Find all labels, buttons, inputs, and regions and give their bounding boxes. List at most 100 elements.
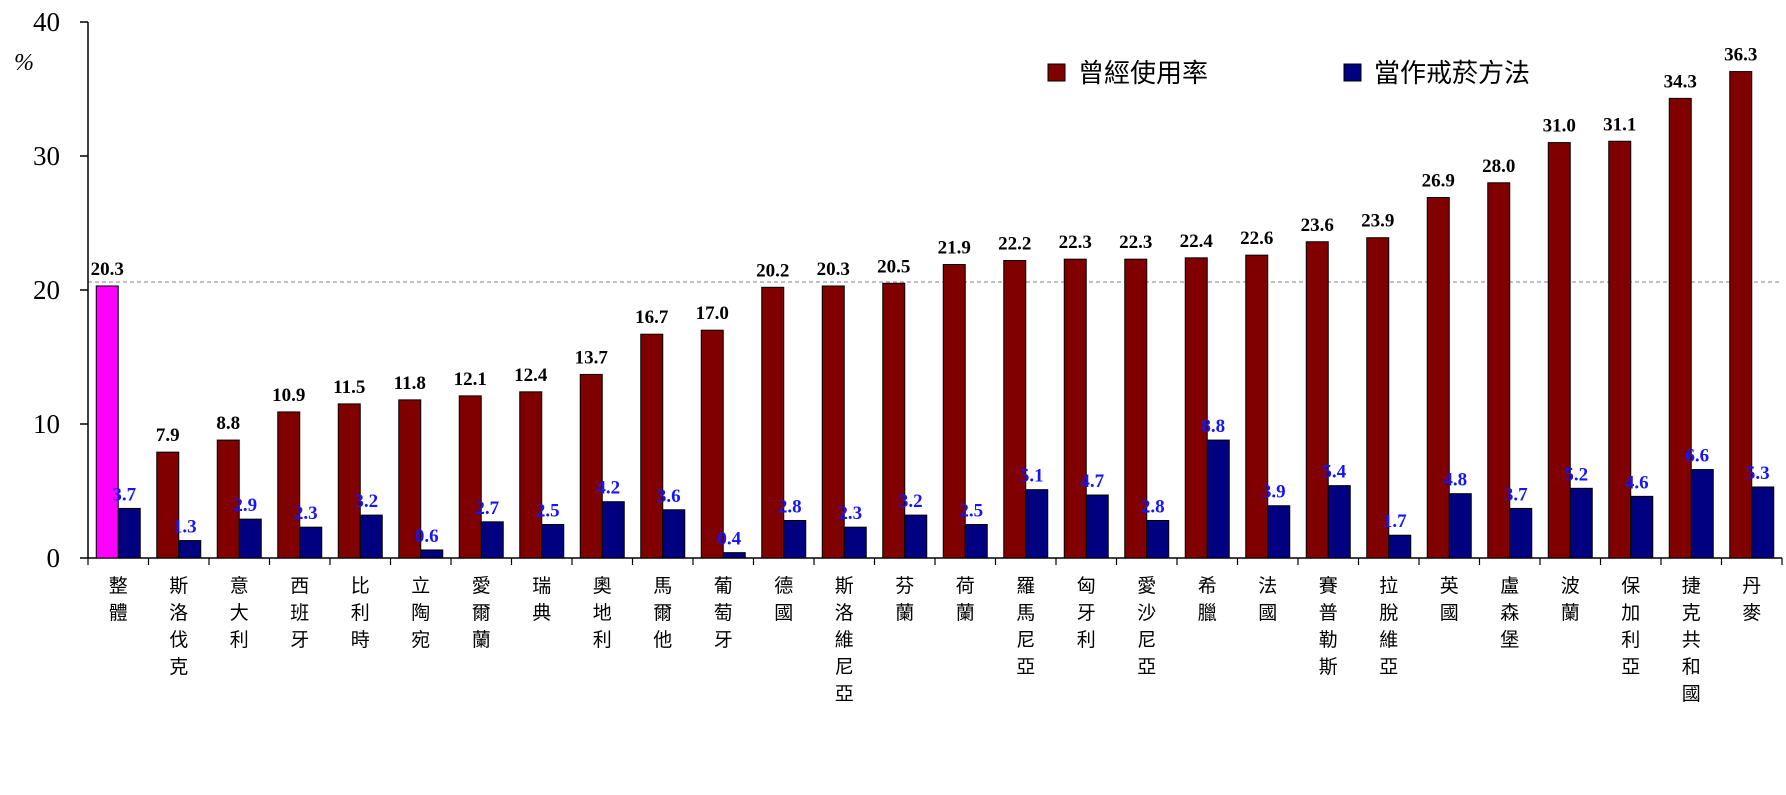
value-label-cessation: 3.7 bbox=[112, 484, 136, 505]
value-label-cessation: 5.1 bbox=[1020, 466, 1044, 487]
category-label: 斯洛維尼亞 bbox=[835, 575, 854, 705]
bar-cessation-15 bbox=[1025, 489, 1049, 559]
bar-cessation-6 bbox=[480, 521, 504, 559]
value-label-cessation: 4.6 bbox=[1625, 472, 1649, 493]
value-label-ever-use: 22.2 bbox=[998, 234, 1031, 255]
value-label-ever-use: 28.0 bbox=[1482, 156, 1515, 177]
bar-ever-use-15 bbox=[1003, 260, 1027, 559]
value-label-ever-use: 17.0 bbox=[696, 303, 729, 324]
bar-ever-use-9 bbox=[640, 333, 664, 559]
bar-ever-use-24 bbox=[1547, 142, 1571, 559]
value-label-ever-use: 23.9 bbox=[1361, 211, 1394, 232]
value-label-cessation: 0.4 bbox=[717, 529, 741, 550]
bar-cessation-19 bbox=[1267, 505, 1291, 559]
bar-cessation-13 bbox=[904, 514, 928, 559]
bar-cessation-21 bbox=[1388, 534, 1412, 559]
value-label-cessation: 1.3 bbox=[173, 517, 197, 538]
bar-cessation-10 bbox=[722, 552, 746, 559]
legend-item-cessation: 當作戒菸方法 bbox=[1343, 59, 1530, 89]
bar-cessation-5 bbox=[420, 549, 444, 559]
category-label: 馬爾他 bbox=[653, 575, 672, 651]
value-label-ever-use: 7.9 bbox=[156, 425, 180, 446]
value-label-cessation: 4.7 bbox=[1080, 471, 1104, 492]
bar-ever-use-13 bbox=[882, 282, 906, 559]
bar-cessation-26 bbox=[1690, 469, 1714, 559]
category-label: 羅馬尼亞 bbox=[1016, 575, 1035, 678]
value-label-cessation: 1.7 bbox=[1383, 511, 1407, 532]
value-label-cessation: 2.3 bbox=[294, 503, 318, 524]
bar-ever-use-21 bbox=[1366, 237, 1390, 559]
value-label-cessation: 2.9 bbox=[233, 495, 257, 516]
category-label: 意大利 bbox=[230, 575, 249, 651]
bar-ever-use-25 bbox=[1608, 140, 1632, 559]
category-label: 愛沙尼亞 bbox=[1137, 575, 1156, 678]
value-label-cessation: 3.2 bbox=[354, 491, 378, 512]
bar-ever-use-16 bbox=[1063, 258, 1087, 559]
category-label: 奧地利 bbox=[593, 575, 612, 651]
bar-cessation-22 bbox=[1448, 493, 1472, 559]
value-label-ever-use: 21.9 bbox=[938, 238, 971, 259]
bar-cessation-27 bbox=[1751, 486, 1775, 559]
category-label: 保加利亞 bbox=[1621, 575, 1640, 678]
category-label: 英國 bbox=[1440, 575, 1459, 624]
bar-ever-use-1 bbox=[156, 451, 180, 559]
bar-ever-use-17 bbox=[1124, 258, 1148, 559]
legend-swatch bbox=[1343, 63, 1362, 82]
category-label: 捷克共和國 bbox=[1682, 575, 1701, 705]
value-label-cessation: 3.2 bbox=[899, 491, 923, 512]
bar-ever-use-5 bbox=[398, 399, 422, 559]
bar-ever-use-19 bbox=[1245, 254, 1269, 559]
bar-cessation-4 bbox=[359, 514, 383, 559]
bar-ever-use-14 bbox=[942, 264, 966, 559]
bar-cessation-17 bbox=[1146, 519, 1170, 559]
legend-swatch bbox=[1047, 63, 1066, 82]
bar-cessation-2 bbox=[238, 518, 262, 559]
value-label-ever-use: 12.1 bbox=[454, 369, 487, 390]
category-label: 比利時 bbox=[351, 575, 370, 651]
bar-ever-use-20 bbox=[1305, 241, 1329, 559]
value-label-cessation: 4.2 bbox=[596, 478, 620, 499]
y-axis-unit-label: % bbox=[14, 50, 34, 76]
bar-ever-use-7 bbox=[519, 391, 543, 559]
bars-layer bbox=[95, 71, 1775, 559]
bar-ever-use-4 bbox=[337, 403, 361, 559]
category-label: 立陶宛 bbox=[411, 575, 430, 651]
bar-cessation-11 bbox=[783, 519, 807, 559]
value-label-cessation: 2.5 bbox=[959, 501, 983, 522]
category-label: 整體 bbox=[109, 575, 128, 624]
value-label-ever-use: 22.3 bbox=[1119, 232, 1152, 253]
value-label-ever-use: 20.3 bbox=[817, 259, 850, 280]
bar-cessation-0 bbox=[117, 507, 141, 559]
bar-cessation-20 bbox=[1327, 485, 1351, 559]
value-label-ever-use: 10.9 bbox=[272, 385, 305, 406]
value-label-cessation: 5.4 bbox=[1322, 462, 1346, 483]
bar-cessation-7 bbox=[541, 524, 565, 559]
value-label-ever-use: 26.9 bbox=[1422, 171, 1455, 192]
bar-cessation-12 bbox=[843, 526, 867, 559]
category-label: 斯洛伐克 bbox=[169, 575, 188, 678]
category-label: 希臘 bbox=[1198, 575, 1217, 624]
bar-cessation-18 bbox=[1206, 439, 1230, 559]
value-label-cessation: 2.8 bbox=[1141, 496, 1165, 517]
value-label-cessation: 3.7 bbox=[1504, 484, 1528, 505]
category-label: 瑞典 bbox=[532, 575, 551, 624]
value-label-cessation: 4.8 bbox=[1443, 470, 1467, 491]
category-label: 匈牙利 bbox=[1077, 575, 1096, 651]
value-label-ever-use: 22.3 bbox=[1059, 232, 1092, 253]
bar-ever-use-26 bbox=[1668, 97, 1692, 559]
bar-cessation-9 bbox=[662, 509, 686, 559]
y-tick-label: 30 bbox=[33, 141, 60, 171]
category-label: 丹麥 bbox=[1742, 575, 1761, 624]
legend-item-ever-use: 曾經使用率 bbox=[1047, 59, 1208, 89]
value-label-ever-use: 11.5 bbox=[333, 377, 365, 398]
category-label: 盧森堡 bbox=[1500, 575, 1519, 651]
value-label-ever-use: 22.4 bbox=[1180, 231, 1214, 252]
bar-ever-use-12 bbox=[821, 285, 845, 559]
category-label: 德國 bbox=[774, 575, 793, 624]
value-label-cessation: 2.3 bbox=[838, 503, 862, 524]
value-label-ever-use: 16.7 bbox=[635, 307, 669, 328]
bar-ever-use-22 bbox=[1426, 197, 1450, 559]
category-label: 西班牙 bbox=[290, 575, 309, 651]
y-tick-label: 0 bbox=[47, 543, 61, 573]
bar-ever-use-10 bbox=[700, 329, 724, 559]
